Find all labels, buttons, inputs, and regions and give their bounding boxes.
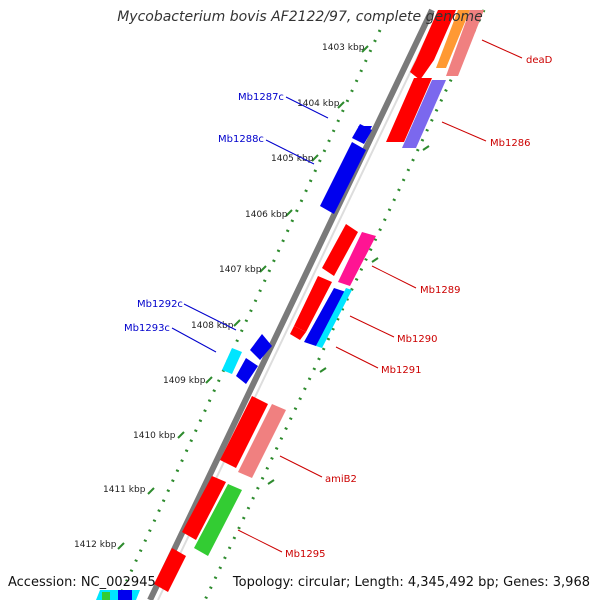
- inner-kbp-tick: [371, 257, 379, 263]
- gene-label-mb1286[interactable]: Mb1286: [490, 138, 530, 149]
- cds-block-mb1292c-blue-b[interactable]: [236, 358, 258, 384]
- kbp-label-1403: 1403 kbp: [322, 43, 365, 53]
- forward-strand-features: [154, 10, 484, 592]
- kbp-scale: 1403 kbp 1404 kbp 1405 kbp 1406 kbp 1407…: [74, 43, 430, 550]
- cds-block-mb1291-cyan[interactable]: [316, 288, 352, 348]
- kbp-label-1404: 1404 kbp: [297, 99, 340, 109]
- kbp-label-1410: 1410 kbp: [133, 431, 176, 441]
- cds-block-mb1295-red[interactable]: [182, 476, 226, 540]
- kbp-tick: [361, 45, 369, 53]
- gene-label-mb1293c[interactable]: Mb1293c: [124, 323, 170, 334]
- kbp-tick: [259, 265, 267, 273]
- kbp-tick: [147, 487, 155, 495]
- kbp-label-1407: 1407 kbp: [219, 265, 262, 275]
- cds-block-edge-red[interactable]: [154, 548, 186, 592]
- backbone-line-outer: [147, 8, 435, 600]
- cds-block-mb1290-blue[interactable]: [304, 288, 346, 346]
- reverse-strand-features: [96, 124, 372, 600]
- cds-block-dead-orange[interactable]: [436, 10, 470, 68]
- cds-block-dead-red[interactable]: [416, 10, 456, 60]
- kbp-tick: [233, 319, 241, 327]
- connector-amib2: [279, 455, 323, 478]
- kbp-tick: [311, 154, 319, 162]
- cds-block-mb1293c-cyan[interactable]: [222, 348, 242, 374]
- cds-block-mb1289-magenta[interactable]: [338, 232, 376, 286]
- connector-mb1292c: [183, 303, 237, 331]
- reverse-label-connectors: [171, 96, 329, 353]
- gene-label-mb1292c[interactable]: Mb1292c: [137, 299, 183, 310]
- kbp-label-1409: 1409 kbp: [163, 376, 206, 386]
- genome-summary-label: Topology: circular; Length: 4,345,492 bp…: [232, 575, 590, 590]
- cds-block-mb1290-red[interactable]: [294, 276, 332, 332]
- cds-block-mb1290-arrow[interactable]: [290, 326, 306, 340]
- map-title: Mycobacterium bovis AF2122/97, complete …: [117, 9, 483, 25]
- accession-label: Accession: NC_002945: [8, 575, 156, 590]
- connector-mb1289: [371, 265, 417, 289]
- kbp-label-1406: 1406 kbp: [245, 210, 288, 220]
- gene-label-mb1290[interactable]: Mb1290: [397, 334, 437, 345]
- connector-dead: [481, 39, 523, 59]
- kbp-tick: [205, 376, 213, 384]
- connector-mb1295: [237, 529, 283, 553]
- connector-mb1287c: [285, 96, 329, 119]
- cds-block-mb1295-green[interactable]: [194, 484, 242, 556]
- inner-kbp-tick: [267, 479, 275, 485]
- gene-label-mb1291[interactable]: Mb1291: [381, 365, 421, 376]
- cds-block-mb1286-red[interactable]: [386, 78, 432, 142]
- cds-block-edge-green[interactable]: [102, 592, 110, 600]
- gene-label-dead[interactable]: deaD: [526, 55, 553, 66]
- gene-label-mb1288c[interactable]: Mb1288c: [218, 134, 264, 145]
- kbp-tick: [285, 209, 293, 217]
- inner-kbp-tick: [422, 145, 430, 151]
- kbp-tick: [117, 542, 125, 550]
- cds-block-amib2-red[interactable]: [220, 396, 268, 468]
- kbp-label-1405: 1405 kbp: [271, 154, 314, 164]
- outer-tick-track: [116, 29, 382, 600]
- connector-mb1291: [335, 346, 379, 369]
- cds-block-mb1286-purple[interactable]: [402, 80, 446, 148]
- kbp-label-1412: 1412 kbp: [74, 540, 117, 550]
- cds-block-edge-blue[interactable]: [118, 590, 132, 600]
- cds-block-mb1292c-blue-a[interactable]: [250, 334, 272, 360]
- cds-block-mb1289-red[interactable]: [322, 224, 358, 276]
- inner-kbp-tick: [319, 367, 327, 373]
- connector-mb1293c: [171, 327, 217, 353]
- cds-block-mb1287c-arrow[interactable]: [358, 126, 372, 134]
- connector-mb1286: [441, 121, 487, 142]
- cds-block-amib2-pink[interactable]: [238, 404, 286, 478]
- cds-block-dead-arrow[interactable]: [410, 60, 434, 80]
- gene-label-amib2[interactable]: amiB2: [325, 474, 357, 485]
- gene-label-mb1287c[interactable]: Mb1287c: [238, 92, 284, 103]
- cds-block-dead-pink[interactable]: [446, 10, 484, 76]
- gene-label-mb1295[interactable]: Mb1295: [285, 549, 325, 560]
- kbp-tick: [337, 101, 345, 109]
- kbp-tick: [177, 431, 185, 439]
- connector-mb1288c: [265, 139, 315, 165]
- forward-label-connectors: [237, 39, 523, 553]
- kbp-label-1411: 1411 kbp: [103, 485, 146, 495]
- connector-mb1290: [349, 315, 395, 338]
- kbp-label-1408: 1408 kbp: [191, 321, 234, 331]
- gene-label-mb1289[interactable]: Mb1289: [420, 285, 460, 296]
- cds-block-mb1288c[interactable]: [320, 142, 366, 214]
